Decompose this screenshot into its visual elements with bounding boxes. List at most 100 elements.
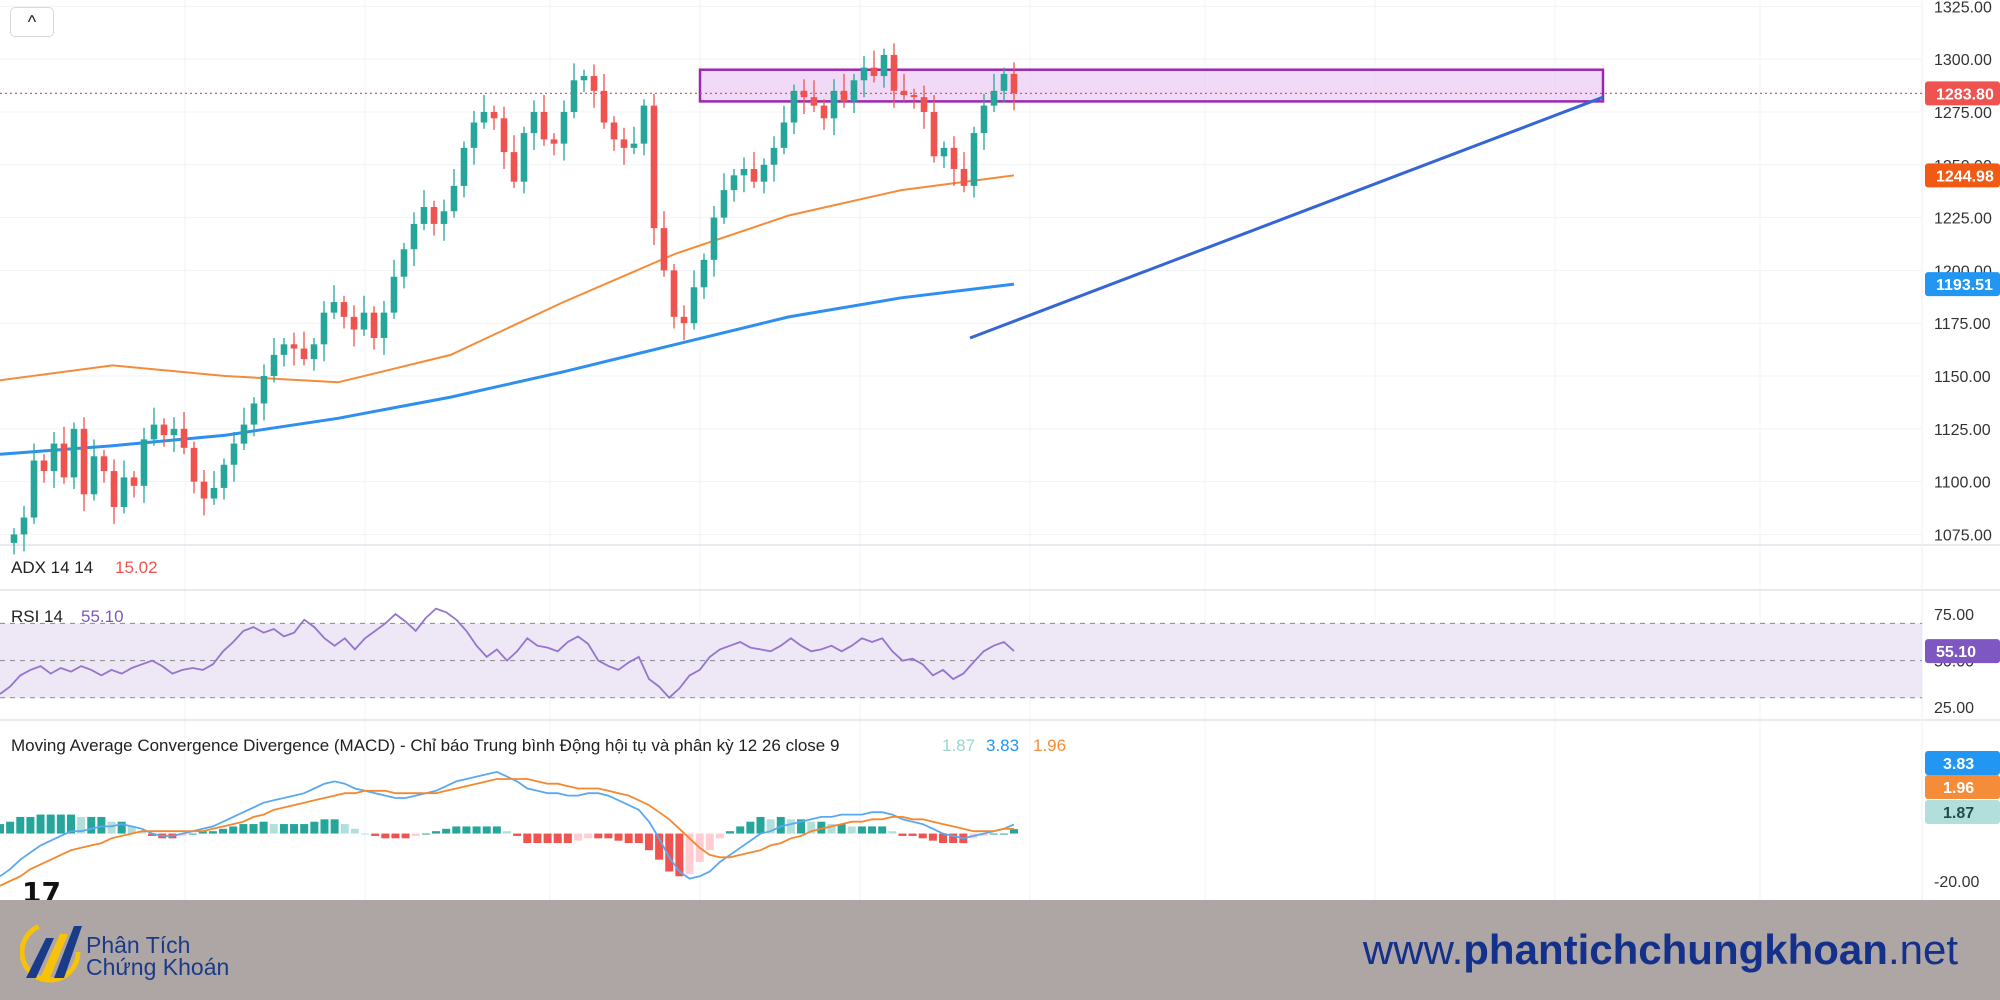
macd-histogram-bar [685,833,694,874]
candle-body [460,147,468,186]
candle-body [750,168,758,182]
grid-lines [0,0,1922,900]
macd-histogram-bar [1010,829,1018,834]
macd-histogram-bar [442,828,451,834]
candle-body [850,80,858,102]
candle-body [690,287,698,324]
macd-value-tag-text: 1.87 [1943,805,1974,822]
candle-body [780,122,788,148]
macd-histogram-bar [259,821,268,834]
candle-body [490,111,498,119]
candle-body [400,249,408,277]
macd-histogram-bar [979,833,988,836]
macd-histogram-bar [563,833,572,844]
candle-body [560,111,568,144]
candle-body [140,439,148,486]
macd-histogram-bar [462,826,471,834]
brand-line-2: Chứng Khoán [86,954,230,980]
price-tags: 1283.80 1244.98 1193.51 [1925,81,2000,297]
macd-histogram-bar [0,824,4,834]
resistance-zone[interactable] [698,68,1605,103]
macd-histogram-bar [361,833,370,835]
macd-histogram-bar [279,824,288,834]
candle-body [820,105,828,119]
macd-histogram-bar [878,826,887,834]
candle-body [240,424,248,444]
candle-body [770,147,778,165]
phan-tich-chung-khoan-logo-icon [20,921,82,983]
candle-body [610,122,618,140]
candle-body [250,403,258,425]
footer-banner: Phân Tích Chứng Khoán www.phantichchungk… [0,900,2000,1000]
candle-body [470,122,478,148]
macd-histogram-bar [827,824,836,834]
price-tag-text: 1283.80 [1936,86,1994,103]
candle-body [380,312,388,338]
candle-body [430,207,438,224]
website-url[interactable]: www.phantichchungkhoan.net [1363,926,1958,974]
candle-body [900,90,908,96]
macd-histogram-bar [472,826,481,834]
macd-label[interactable]: Moving Average Convergence Divergence (M… [11,736,839,755]
candle-body [190,447,198,482]
candle-body [980,105,988,134]
macd-histogram-bar [857,826,866,834]
candle-body [790,90,798,123]
macd-histogram-bar [300,824,309,834]
macd-histogram-bar [137,831,146,834]
candle-body [700,259,708,288]
candle-body [510,152,518,182]
price-tag-text: 1193.51 [1936,277,1993,294]
macd-histogram-bar [776,816,785,834]
macd-signal-value: 1.96 [1033,736,1066,755]
macd-histogram-bar [989,833,998,835]
candle-body [310,344,318,360]
collapse-panel-button[interactable]: ^ [10,7,54,37]
macd-histogram-bar [756,816,765,834]
candle-body [160,424,168,436]
candle-body [450,185,458,212]
candle-body [550,139,558,144]
candle-body [640,105,648,144]
candle-body [800,90,808,98]
macd-histogram-bar [198,831,207,834]
macd-histogram-bar [573,833,582,841]
price-axis-tick: 1100.00 [1934,475,1991,492]
price-axis-tick: 1175.00 [1934,316,1991,333]
support-trendline[interactable] [969,95,1604,340]
macd-histogram-bar [310,821,319,834]
url-prefix: www. [1362,926,1464,973]
adx-label[interactable]: ADX 14 14 [11,558,93,577]
macd-histogram-bar [36,814,45,834]
candle-body [630,143,638,148]
macd-histogram-bar [655,833,664,860]
candle-body [220,464,228,488]
macd-histogram-bar [513,833,522,836]
macd-histogram-bar [6,821,15,834]
price-axis-tick: 1325.00 [1934,0,1992,16]
price-axis-tick: 1125.00 [1934,422,1991,439]
candle-body [130,477,138,486]
macd-histogram-bar [847,826,856,834]
candle-body [890,54,898,91]
pane-separators [0,0,2000,900]
macd-histogram-bar [533,833,542,844]
candle-body [710,217,718,260]
candle-body [80,428,88,495]
price-tag-text: 1244.98 [1936,168,1994,185]
macd-histogram-bar [391,833,400,839]
macd-histogram-bar [452,826,461,834]
macd-value-tag [1925,775,2000,799]
candle-body [950,147,958,169]
macd-histogram-bar [107,821,116,834]
candle-body [370,312,378,338]
macd-histogram-bar [66,814,75,834]
candle-body [50,443,58,472]
rsi-axis-tick: 25.00 [1934,700,1974,717]
price-axis[interactable]: 1325.001300.001275.001250.001225.001200.… [1934,0,1992,544]
candle-body [260,376,268,404]
candle-body [420,207,428,224]
candle-body [650,105,658,229]
rsi-label[interactable]: RSI 14 [11,607,63,626]
